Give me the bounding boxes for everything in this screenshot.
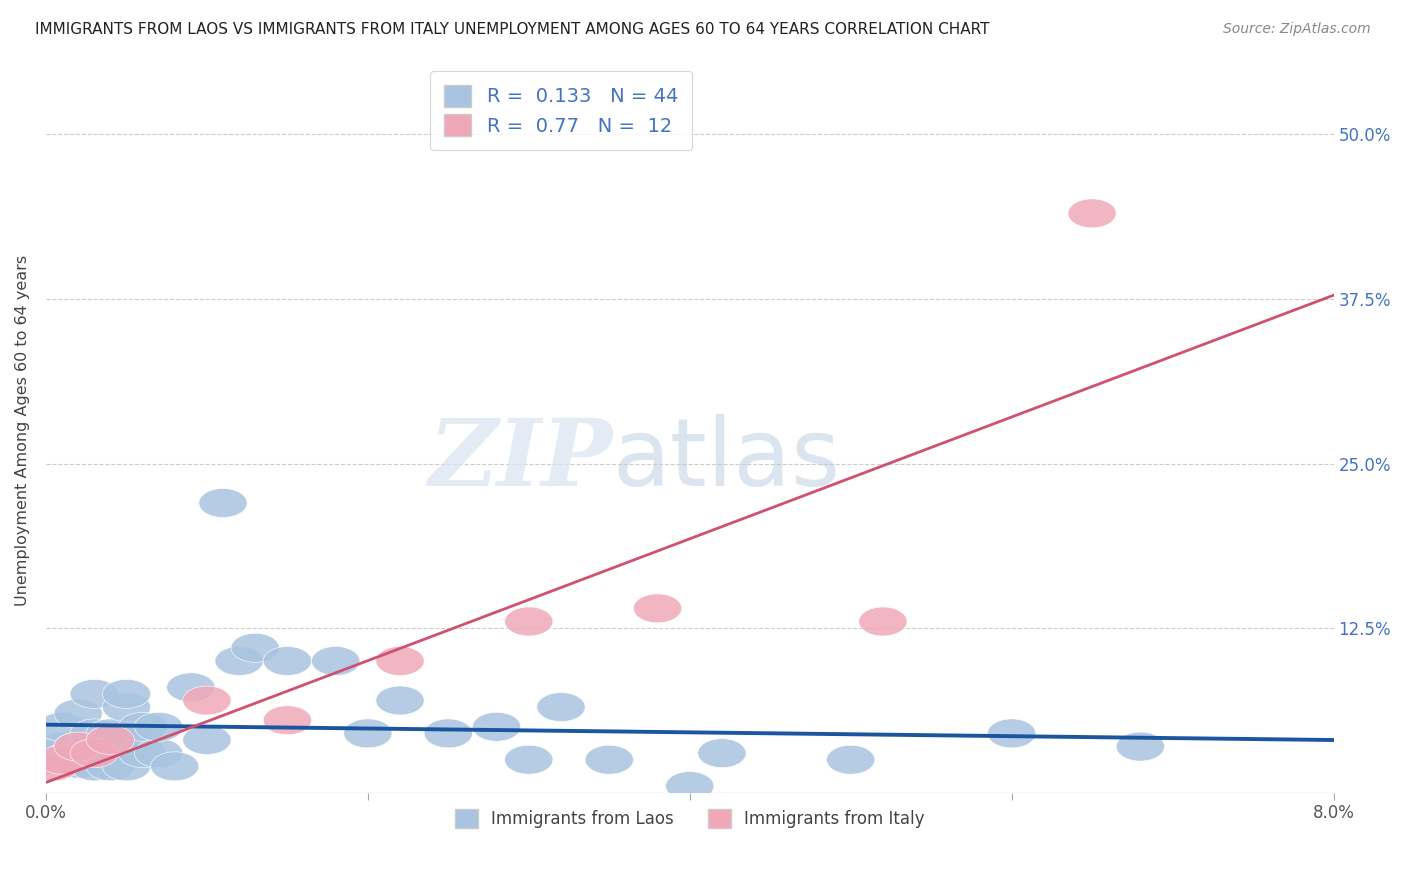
Ellipse shape (150, 752, 198, 780)
Ellipse shape (38, 732, 86, 761)
Ellipse shape (46, 741, 94, 771)
Text: IMMIGRANTS FROM LAOS VS IMMIGRANTS FROM ITALY UNEMPLOYMENT AMONG AGES 60 TO 64 Y: IMMIGRANTS FROM LAOS VS IMMIGRANTS FROM … (35, 22, 990, 37)
Ellipse shape (343, 719, 392, 747)
Ellipse shape (634, 594, 682, 623)
Ellipse shape (103, 725, 150, 755)
Ellipse shape (827, 745, 875, 774)
Ellipse shape (697, 739, 747, 768)
Text: Source: ZipAtlas.com: Source: ZipAtlas.com (1223, 22, 1371, 37)
Ellipse shape (505, 607, 553, 636)
Ellipse shape (70, 732, 118, 761)
Ellipse shape (53, 732, 103, 761)
Ellipse shape (505, 745, 553, 774)
Ellipse shape (987, 719, 1036, 747)
Ellipse shape (70, 752, 118, 780)
Ellipse shape (215, 647, 263, 675)
Ellipse shape (79, 739, 127, 768)
Ellipse shape (86, 752, 135, 780)
Ellipse shape (472, 713, 520, 741)
Ellipse shape (53, 699, 103, 728)
Ellipse shape (198, 489, 247, 517)
Ellipse shape (103, 680, 150, 708)
Ellipse shape (103, 692, 150, 722)
Ellipse shape (135, 739, 183, 768)
Ellipse shape (859, 607, 907, 636)
Ellipse shape (53, 749, 103, 778)
Ellipse shape (70, 719, 118, 747)
Ellipse shape (86, 725, 135, 755)
Ellipse shape (375, 686, 425, 715)
Ellipse shape (30, 745, 79, 774)
Ellipse shape (70, 739, 118, 768)
Ellipse shape (537, 692, 585, 722)
Legend: Immigrants from Laos, Immigrants from Italy: Immigrants from Laos, Immigrants from It… (449, 803, 931, 835)
Ellipse shape (1069, 199, 1116, 227)
Ellipse shape (263, 706, 312, 735)
Ellipse shape (70, 680, 118, 708)
Text: atlas: atlas (613, 414, 841, 506)
Ellipse shape (103, 752, 150, 780)
Ellipse shape (53, 732, 103, 761)
Ellipse shape (118, 739, 167, 768)
Ellipse shape (167, 673, 215, 702)
Text: ZIP: ZIP (429, 415, 613, 505)
Ellipse shape (231, 633, 280, 663)
Ellipse shape (30, 752, 79, 780)
Ellipse shape (425, 719, 472, 747)
Ellipse shape (86, 719, 135, 747)
Ellipse shape (665, 772, 714, 800)
Ellipse shape (38, 745, 86, 774)
Ellipse shape (375, 647, 425, 675)
Ellipse shape (312, 647, 360, 675)
Y-axis label: Unemployment Among Ages 60 to 64 years: Unemployment Among Ages 60 to 64 years (15, 255, 30, 607)
Ellipse shape (135, 713, 183, 741)
Ellipse shape (62, 739, 110, 768)
Ellipse shape (585, 745, 634, 774)
Ellipse shape (263, 647, 312, 675)
Ellipse shape (183, 725, 231, 755)
Ellipse shape (38, 713, 86, 741)
Ellipse shape (1116, 732, 1164, 761)
Ellipse shape (183, 686, 231, 715)
Ellipse shape (118, 713, 167, 741)
Ellipse shape (35, 739, 83, 768)
